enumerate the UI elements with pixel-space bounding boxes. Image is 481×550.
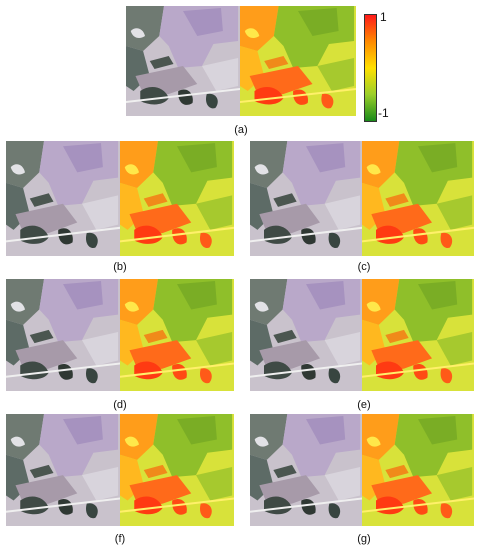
panel-g-index-map (362, 414, 474, 526)
panel-f-index-map (120, 414, 234, 526)
caption-e: (e) (357, 399, 371, 411)
panel-c-rgb-image (250, 141, 362, 256)
panel-g-rgb-image (250, 414, 362, 526)
colorbar-min-label: -1 (378, 106, 389, 120)
caption-f: (f) (114, 533, 126, 545)
panel-e-index-map (362, 279, 474, 391)
caption-a: (a) (234, 124, 248, 136)
panel-c-index-map (362, 141, 474, 256)
caption-c: (c) (357, 261, 371, 273)
caption-b: (b) (113, 261, 127, 273)
caption-d: (d) (113, 399, 127, 411)
panel-a-rgb-image (126, 6, 240, 116)
colorbar (364, 14, 377, 122)
panel-d-rgb-image (6, 279, 120, 391)
colorbar-max-label: 1 (380, 10, 387, 24)
panel-a-index-map (240, 6, 356, 116)
panel-b-rgb-image (6, 141, 120, 256)
panel-f-rgb-image (6, 414, 120, 526)
panel-e-rgb-image (250, 279, 362, 391)
caption-g: (g) (357, 533, 371, 545)
panel-d-index-map (120, 279, 234, 391)
panel-b-index-map (120, 141, 234, 256)
